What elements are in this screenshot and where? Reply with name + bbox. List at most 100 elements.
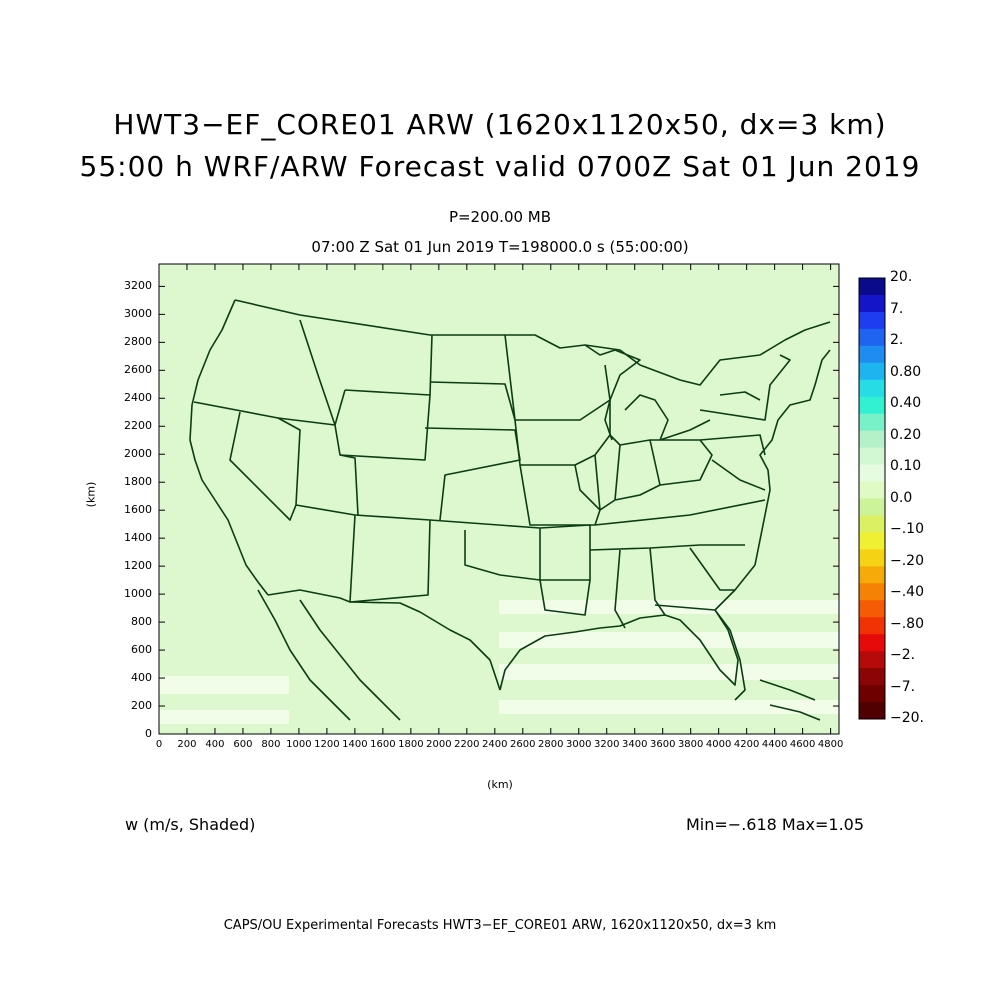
y-tick-label: 1200 [124, 559, 152, 573]
state-line [689, 547, 735, 591]
pale-band [499, 700, 839, 714]
lake-huron [624, 394, 669, 441]
colorbar-swatch [859, 617, 885, 635]
colorbar-label: 0.20 [890, 426, 922, 443]
state-line [699, 354, 791, 421]
y-tick-label: 600 [131, 643, 152, 657]
islands-2 [769, 704, 821, 721]
colorbar-label: 2. [890, 332, 904, 348]
canada-border [234, 299, 831, 386]
colorbar-swatch [859, 685, 885, 703]
y-tick-label: 2000 [124, 447, 152, 461]
colorbar-swatch [859, 651, 885, 669]
state-line [299, 319, 336, 426]
state-line [339, 394, 431, 461]
y-tick-label: 3200 [124, 279, 152, 293]
state-line [650, 439, 713, 486]
colorbar-swatch [859, 634, 885, 652]
state-line [614, 549, 626, 629]
colorbar-swatch [859, 464, 885, 483]
y-tick-label: 1600 [124, 503, 152, 517]
colorbar-label: 0.10 [890, 458, 922, 474]
x-tick-label: 400 [205, 739, 225, 750]
x-tick-label: 3800 [677, 739, 704, 750]
gulf-coast [499, 564, 756, 691]
min-max-label: Min=−.618 Max=1.05 [686, 815, 865, 834]
pale-band [159, 710, 289, 724]
islands [759, 679, 816, 701]
colorbar-swatch [859, 413, 885, 432]
x-tick-label: 3600 [649, 739, 676, 750]
florida-coast [714, 609, 746, 701]
colorbar-label: −.20 [890, 552, 924, 569]
state-line [654, 604, 716, 611]
mexico-coast [257, 589, 351, 721]
x-tick-label: 1600 [370, 739, 396, 750]
colorbar-swatch [859, 278, 885, 296]
west-coast [189, 299, 269, 596]
colorbar-swatch [859, 362, 885, 381]
colorbar-label: −.40 [890, 584, 924, 600]
state-line [334, 424, 359, 516]
colorbar-swatch [859, 311, 885, 330]
colorbar-label: 0.0 [890, 489, 913, 506]
forecast-title: 55:00 h WRF/ARW Forecast valid 0700Z Sat… [79, 150, 921, 183]
lake-ontario [719, 391, 761, 401]
y-tick-label: 2200 [124, 419, 152, 433]
y-tick-label: 400 [131, 671, 152, 685]
y-tick-label: 1000 [124, 587, 152, 601]
x-tick-label: 1000 [286, 739, 312, 750]
colorbar-swatch [859, 549, 885, 567]
colorbar-swatch [859, 668, 885, 686]
state-line [589, 544, 745, 551]
y-tick-label: 2400 [124, 391, 152, 405]
colorbar-label: 0.80 [890, 363, 922, 380]
plot-frame [158, 263, 840, 735]
colorbar-swatch [859, 498, 885, 516]
colorbar-swatch [859, 328, 885, 347]
x-tick-label: 4000 [705, 739, 732, 750]
x-tick-marks [158, 264, 832, 734]
colorbar-swatch [859, 447, 885, 466]
colorbar-swatch [859, 515, 885, 533]
x-tick-label: 2200 [454, 739, 480, 750]
colorbar-swatch [859, 566, 885, 584]
state-line [649, 547, 666, 616]
x-tick-label: 1200 [314, 739, 340, 750]
main-title: HWT3−EF_CORE01 ARW (1620x1120x50, dx=3 k… [113, 108, 887, 141]
state-boundaries [189, 299, 831, 721]
colorbar-swatch [859, 345, 885, 364]
x-tick-label: 2800 [538, 739, 564, 750]
colorbar-label: 7. [890, 300, 904, 317]
map-background [159, 264, 839, 734]
east-coast [754, 349, 831, 566]
y-tick-label: 2800 [124, 335, 152, 349]
x-tick-label: 1800 [398, 739, 424, 750]
colorbar-swatch [859, 481, 885, 499]
mexico-border [267, 589, 501, 691]
pale-band [499, 600, 839, 614]
x-tick-label: 0 [155, 739, 163, 750]
mexico-coast-2 [299, 599, 401, 721]
valid-time: 07:00 Z Sat 01 Jun 2019 T=198000.0 s (55… [311, 238, 689, 256]
lake-erie [659, 419, 711, 441]
y-tick-label: 1400 [124, 531, 152, 545]
y-tick-label: 200 [131, 699, 152, 713]
colorbar-label: −.80 [890, 615, 924, 632]
x-tick-label: 2000 [426, 739, 452, 750]
colorbar-label: −20. [890, 710, 924, 726]
state-line [711, 459, 766, 491]
pale-band [499, 664, 839, 680]
colorbar-swatch [859, 294, 885, 313]
state-line [539, 524, 591, 581]
x-tick-label: 600 [233, 739, 253, 750]
colorbar-frame [858, 277, 886, 720]
y-tick-label: 1800 [124, 475, 152, 489]
colorbar-swatch [859, 600, 885, 618]
colorbar-swatch [859, 583, 885, 601]
state-line [229, 411, 297, 521]
colorbar-swatch [859, 379, 885, 398]
x-tick-label: 4800 [817, 739, 844, 750]
state-line [277, 417, 301, 506]
